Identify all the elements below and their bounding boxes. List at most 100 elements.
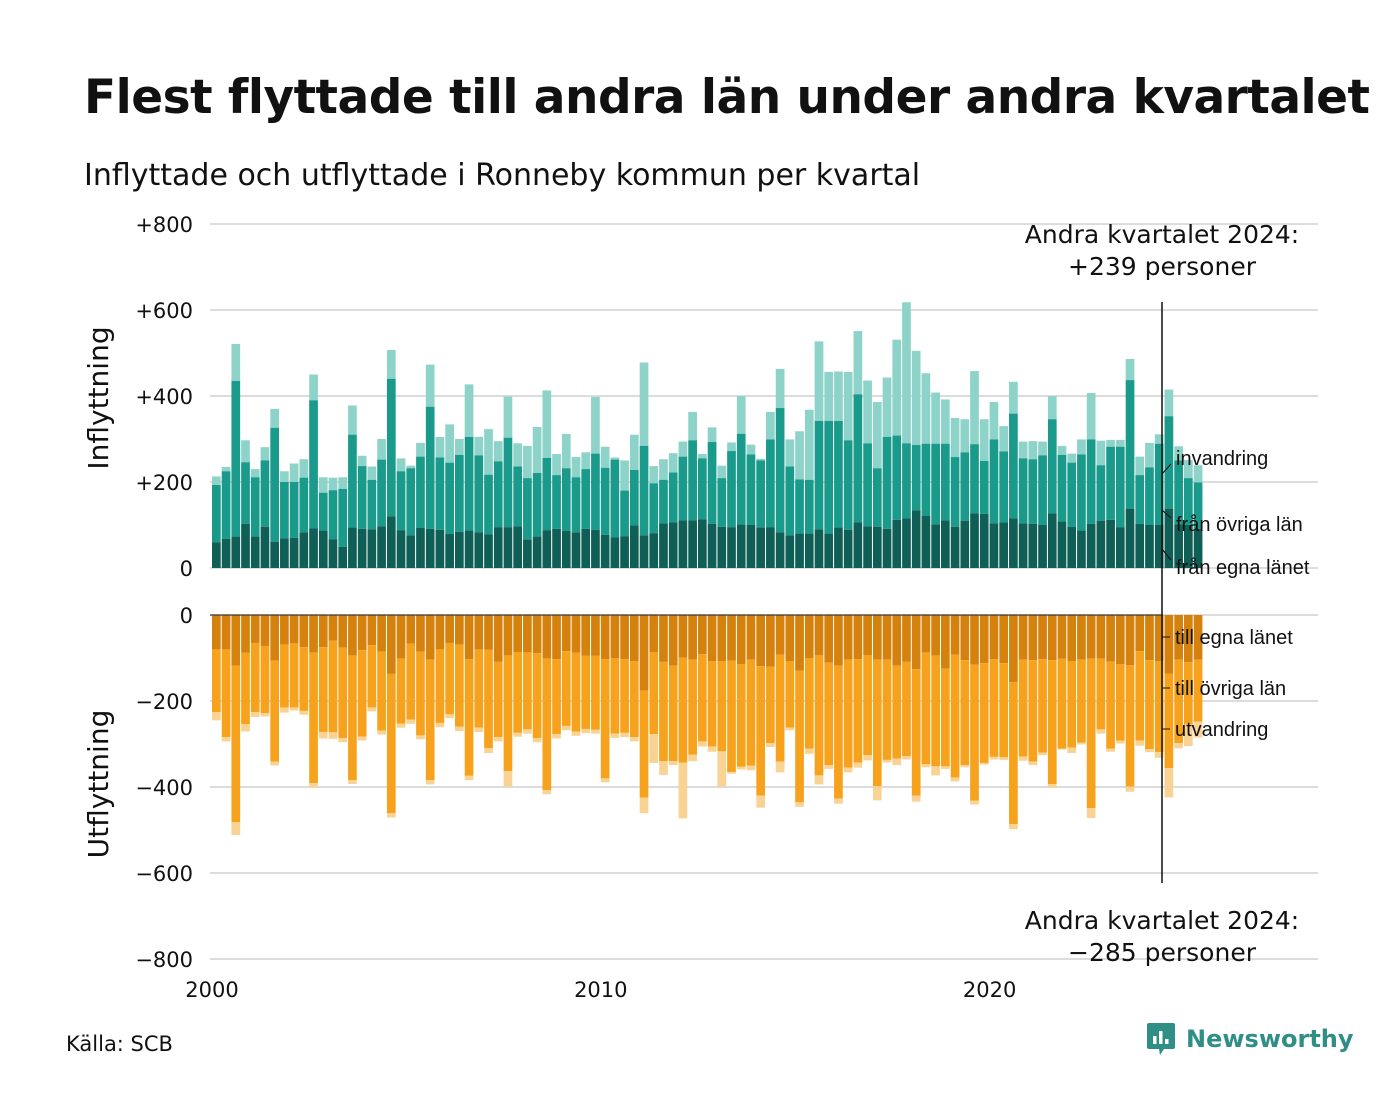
bar-till-egna-lanet (532, 615, 542, 654)
bar-fran-ovriga-lan (280, 482, 289, 539)
bar-fran-egna-lanet (212, 542, 221, 568)
bar-utvandring (270, 761, 280, 766)
bar-till-ovriga-lan (1096, 658, 1106, 730)
bar-fran-ovriga-lan (309, 400, 318, 529)
bar-till-egna-lanet (1125, 615, 1135, 666)
bar-till-egna-lanet (1164, 615, 1174, 674)
bar-invandring (1018, 441, 1028, 459)
bar-till-egna-lanet (620, 615, 629, 660)
bar-till-ovriga-lan (1154, 661, 1164, 753)
bar-till-egna-lanet (882, 615, 892, 660)
bar-till-ovriga-lan (1077, 659, 1086, 743)
bar-till-egna-lanet (591, 615, 600, 656)
bar-fran-ovriga-lan (561, 468, 571, 532)
bar-utvandring (523, 729, 532, 734)
bar-till-egna-lanet (328, 615, 338, 641)
bar-till-ovriga-lan (1038, 659, 1047, 753)
bar-fran-ovriga-lan (814, 420, 824, 530)
bar-till-ovriga-lan (367, 645, 377, 708)
bar-utvandring (736, 766, 746, 770)
bar-fran-ovriga-lan (513, 466, 523, 527)
bar-till-ovriga-lan (1115, 664, 1125, 741)
label-till-ovriga-lan: till övriga län (1175, 678, 1286, 700)
bar-till-ovriga-lan (328, 640, 338, 733)
bar-utvandring (600, 778, 610, 783)
label-till-egna-lanet: till egna länet (1175, 627, 1293, 649)
bar-till-ovriga-lan (1135, 651, 1145, 741)
bar-fran-egna-lanet (629, 525, 639, 568)
bar-utvandring (639, 797, 649, 814)
bar-till-ovriga-lan (435, 649, 445, 723)
bar-invandring (221, 466, 231, 472)
bar-fran-ovriga-lan (707, 442, 717, 524)
bar-till-ovriga-lan (610, 658, 620, 734)
bar-till-egna-lanet (659, 615, 668, 662)
bar-invandring (921, 373, 931, 444)
bar-till-egna-lanet (1038, 615, 1047, 660)
bar-fran-ovriga-lan (902, 443, 911, 519)
bar-fran-ovriga-lan (484, 474, 493, 535)
bar-till-egna-lanet (1077, 615, 1086, 660)
bar-till-egna-lanet (999, 615, 1009, 664)
bar-invandring (328, 477, 338, 491)
bar-till-egna-lanet (250, 615, 260, 643)
bar-invandring (231, 343, 241, 381)
bar-till-ovriga-lan (1067, 661, 1077, 748)
bar-till-ovriga-lan (464, 659, 474, 776)
bar-fran-egna-lanet (766, 527, 775, 568)
chart-title: Flest flyttade till andra län under andr… (84, 70, 1370, 125)
bar-utvandring (843, 767, 853, 773)
bar-till-egna-lanet (386, 615, 396, 674)
bar-till-egna-lanet (270, 615, 280, 661)
bar-fran-egna-lanet (289, 537, 299, 568)
newsworthy-brand[interactable]: Newsworthy (1146, 1022, 1354, 1056)
bar-till-egna-lanet (707, 615, 717, 662)
bar-invandring (406, 465, 416, 469)
bar-fran-egna-lanet (1047, 513, 1057, 568)
bar-till-ovriga-lan (571, 652, 581, 732)
bar-fran-egna-lanet (280, 538, 289, 568)
bar-utvandring (707, 746, 717, 752)
bar-utvandring (892, 758, 902, 766)
bar-utvandring (785, 727, 795, 731)
bar-fran-egna-lanet (1038, 525, 1047, 568)
bar-fran-egna-lanet (484, 534, 493, 568)
bar-fran-ovriga-lan (221, 471, 231, 539)
bar-till-egna-lanet (416, 615, 425, 652)
bar-invandring (493, 441, 503, 462)
bar-fran-egna-lanet (804, 533, 814, 568)
bar-fran-ovriga-lan (853, 394, 863, 523)
bar-fran-egna-lanet (620, 536, 629, 568)
bar-invandring (581, 452, 591, 470)
bar-fran-egna-lanet (1135, 523, 1145, 568)
bar-fran-ovriga-lan (620, 490, 629, 537)
bar-fran-egna-lanet (1106, 519, 1115, 568)
bar-invandring (561, 433, 571, 469)
bar-invandring (649, 466, 659, 484)
bar-till-egna-lanet (542, 615, 552, 659)
bar-till-egna-lanet (221, 615, 231, 650)
bar-invandring (766, 411, 775, 440)
bar-till-ovriga-lan (756, 666, 766, 796)
bar-till-egna-lanet (717, 615, 727, 662)
bar-invandring (775, 368, 785, 409)
bar-invandring (999, 426, 1009, 452)
bar-invandring (1057, 445, 1067, 455)
bar-fran-ovriga-lan (600, 467, 610, 535)
bar-fran-ovriga-lan (1096, 465, 1106, 521)
bar-fran-egna-lanet (503, 527, 513, 568)
bar-utvandring (212, 712, 221, 721)
bar-till-ovriga-lan (1057, 658, 1067, 749)
bar-fran-egna-lanet (970, 513, 979, 568)
bar-utvandring (425, 780, 435, 785)
bar-till-egna-lanet (872, 615, 882, 660)
bar-till-egna-lanet (892, 615, 902, 666)
bar-till-egna-lanet (309, 615, 318, 653)
bar-till-ovriga-lan (260, 645, 270, 714)
bar-fran-ovriga-lan (357, 466, 367, 529)
bar-till-ovriga-lan (795, 670, 804, 803)
bar-invandring (513, 443, 523, 467)
bar-invandring (795, 431, 804, 480)
bar-till-ovriga-lan (299, 647, 309, 711)
bar-utvandring (289, 707, 299, 711)
